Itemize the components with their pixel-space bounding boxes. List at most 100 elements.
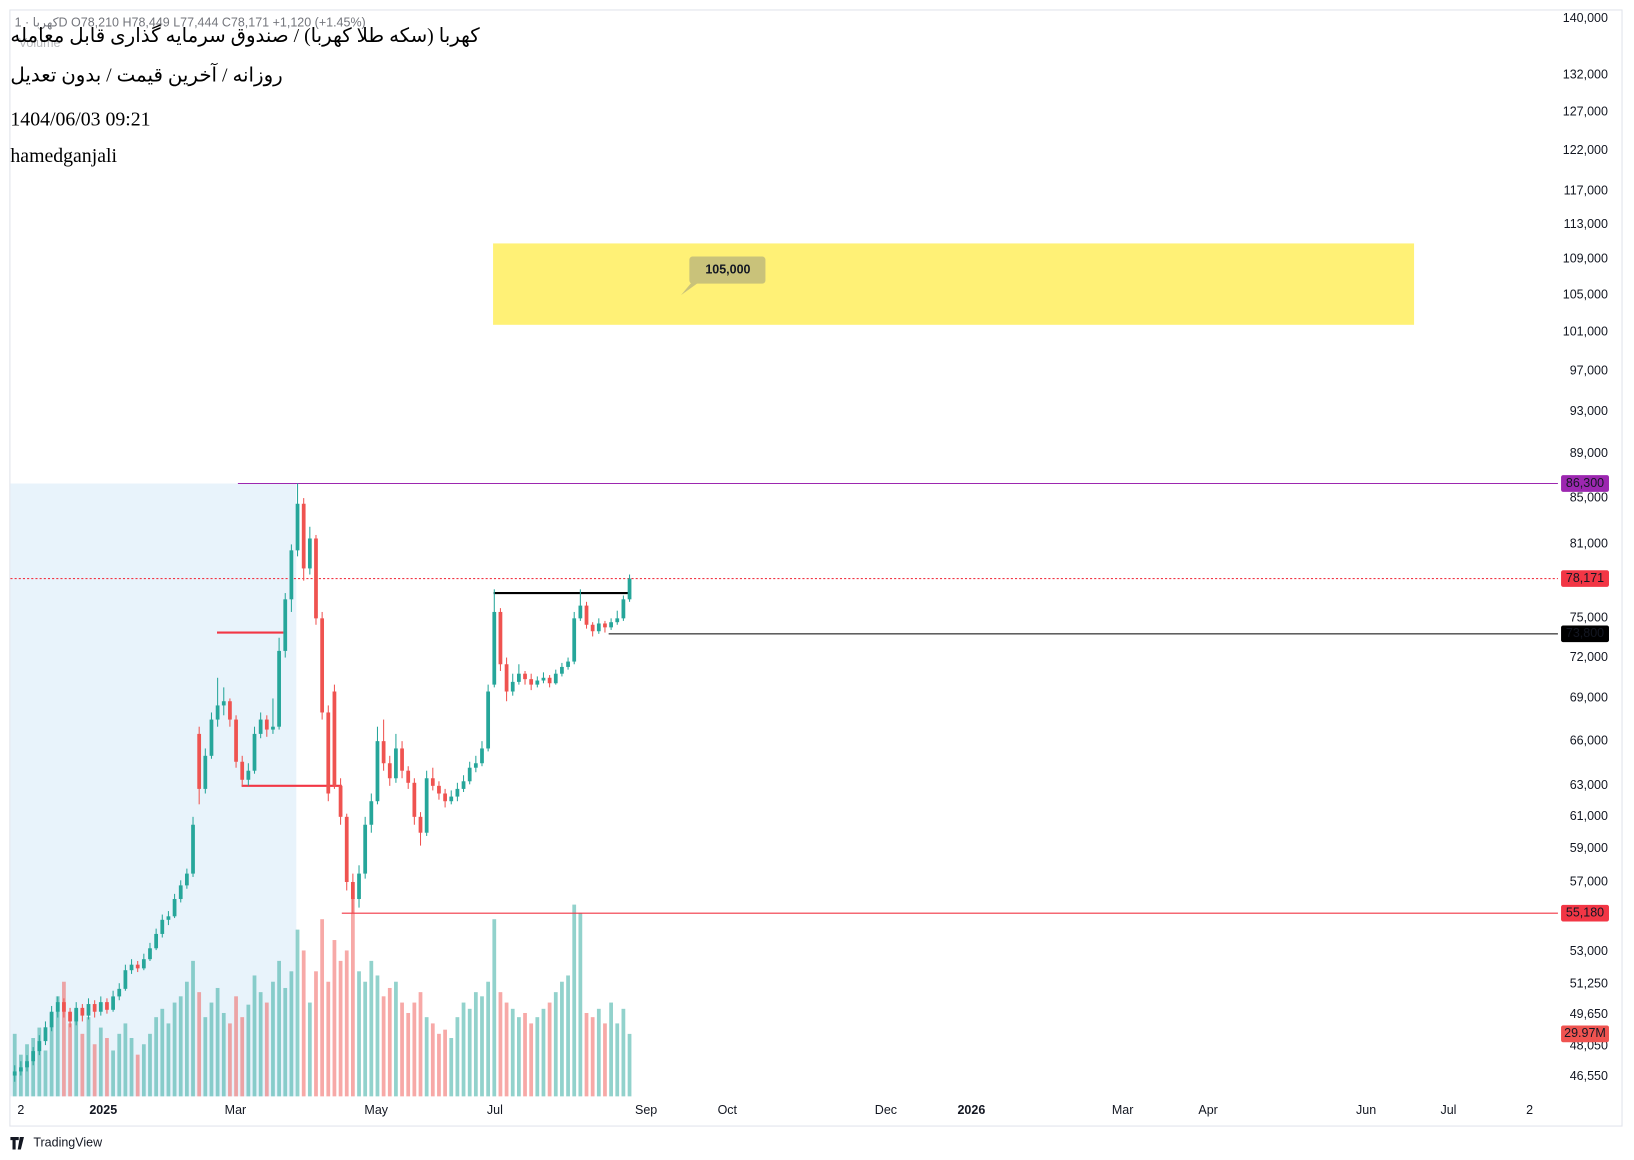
- volume-bar: [621, 1008, 626, 1097]
- volume-bar: [578, 912, 583, 1097]
- volume-bar: [289, 971, 294, 1097]
- candle-body: [154, 933, 159, 949]
- candle-body: [234, 719, 238, 762]
- target-zone: [493, 243, 1415, 325]
- y-tick-label: 85,000: [1570, 490, 1608, 504]
- candle-body: [215, 705, 220, 720]
- candle-body: [400, 748, 404, 771]
- chart-frame: [9, 9, 1623, 1127]
- candle-body: [437, 785, 441, 794]
- candle-body: [615, 618, 620, 623]
- candle-body: [141, 959, 146, 969]
- volume-bar: [461, 1002, 466, 1097]
- candle-body: [31, 1051, 36, 1062]
- y-tick-label: 122,000: [1563, 143, 1608, 157]
- candle-body: [363, 824, 368, 874]
- timestamp: 1404/06/03 09:21: [10, 109, 150, 131]
- y-tick-label: 113,000: [1564, 217, 1608, 231]
- candle-body: [314, 538, 318, 619]
- candle-body: [197, 733, 202, 789]
- candle-body: [486, 691, 491, 749]
- volume-bar: [68, 1023, 72, 1097]
- candle-body: [406, 770, 411, 783]
- y-tick-label: 97,000: [1570, 364, 1608, 378]
- candle-body: [111, 996, 115, 1010]
- candle-body: [240, 761, 245, 780]
- candle-body: [492, 611, 497, 685]
- candle-body: [590, 624, 595, 632]
- volume-bar: [510, 1008, 515, 1097]
- x-tick-label: Apr: [1198, 1103, 1217, 1117]
- x-tick-label: Dec: [875, 1103, 897, 1117]
- x-tick-label: 2: [17, 1103, 24, 1117]
- price-badge-label: 73,800: [1566, 626, 1604, 640]
- candle-body: [455, 788, 460, 797]
- candle-body: [184, 873, 189, 886]
- candle-body: [25, 1061, 29, 1068]
- volume-bar: [455, 1017, 460, 1097]
- candle-body: [621, 599, 626, 619]
- y-tick-label: 101,000: [1563, 325, 1608, 339]
- chart-title: کهربا (سکه طلا کهربا) / صندوق سرمایه گذا…: [10, 24, 480, 47]
- candle-body: [584, 605, 589, 625]
- volume-bar: [535, 1017, 540, 1097]
- volume-bar: [37, 1027, 42, 1097]
- volume-bar: [234, 996, 238, 1097]
- x-tick-label: Mar: [225, 1103, 247, 1117]
- volume-bar: [387, 987, 392, 1097]
- candle-body: [49, 1011, 54, 1028]
- volume-bar: [541, 1008, 546, 1097]
- candle-body: [473, 763, 478, 768]
- candle-body: [209, 719, 214, 756]
- volume-bar: [98, 1027, 103, 1097]
- callout-box: [689, 256, 766, 284]
- volume-bar: [467, 1008, 472, 1097]
- candle-body: [105, 1002, 109, 1010]
- candle-body: [430, 778, 435, 786]
- volume-bar: [326, 981, 331, 1097]
- candle-body: [609, 622, 613, 628]
- price-badge: [1561, 570, 1609, 587]
- volume-bar: [375, 975, 380, 1097]
- volume-bar: [191, 960, 195, 1097]
- candle-body: [523, 673, 527, 680]
- candle-body: [529, 679, 534, 685]
- candle-body: [129, 964, 134, 971]
- volume-bar: [332, 940, 337, 1097]
- volume-bar: [148, 1033, 152, 1097]
- candle-body: [394, 748, 398, 779]
- volume-bar: [486, 981, 491, 1097]
- x-tick-label: Mar: [1112, 1103, 1134, 1117]
- volume-bar: [369, 960, 374, 1097]
- shaded-range: [10, 483, 297, 1097]
- candle-body: [191, 824, 195, 874]
- x-tick-label: May: [364, 1103, 388, 1117]
- volume-bar: [590, 1017, 595, 1097]
- candle-body: [326, 712, 331, 794]
- y-tick-label: 63,000: [1570, 778, 1608, 792]
- candle-body: [252, 733, 257, 771]
- volume-bar: [12, 1033, 17, 1097]
- volume-bar: [596, 1008, 601, 1097]
- candle-body: [338, 785, 343, 817]
- volume-bar: [135, 1054, 140, 1097]
- candle-body: [344, 816, 349, 882]
- y-tick-label: 117,000: [1564, 183, 1608, 197]
- candle-body: [504, 664, 509, 692]
- volume-bar: [295, 929, 300, 1097]
- candle-body: [43, 1027, 48, 1042]
- x-tick-label: 2: [1526, 1103, 1533, 1117]
- x-tick-label: Jul: [487, 1103, 503, 1117]
- volume-bar: [609, 1002, 613, 1097]
- volume-bar: [572, 904, 577, 1097]
- candle-body: [332, 691, 337, 786]
- y-tick-label: 89,000: [1570, 446, 1608, 460]
- candle-body: [603, 623, 607, 628]
- volume-bar: [627, 1033, 632, 1097]
- candle-body: [387, 763, 392, 779]
- candle-body: [18, 1067, 23, 1072]
- volume-bar: [400, 1002, 404, 1097]
- candle-body: [68, 1011, 72, 1022]
- x-tick-label: Oct: [718, 1103, 738, 1117]
